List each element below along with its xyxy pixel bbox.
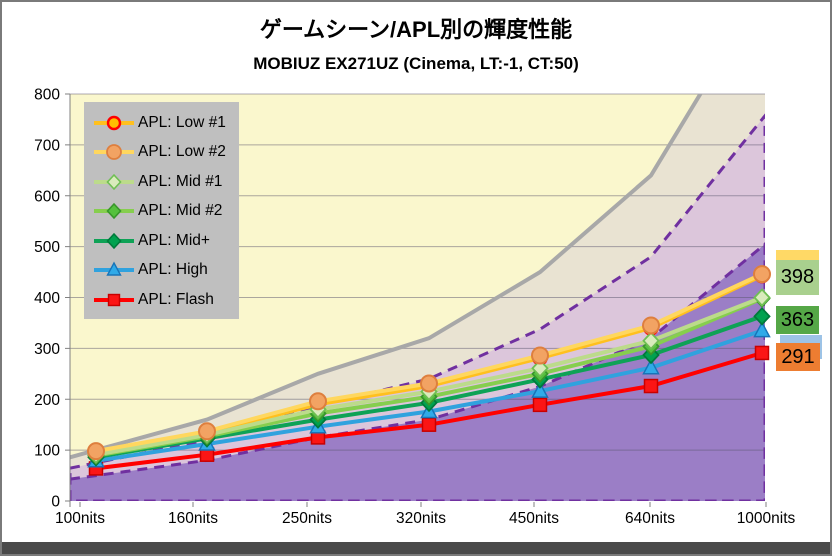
chart-subtitle: MOBIUZ EX271UZ (Cinema, LT:-1, CT:50): [253, 54, 579, 73]
y-axis-label: 600: [34, 188, 60, 205]
y-axis-label: 400: [34, 290, 60, 307]
marker-triangle: [531, 381, 549, 398]
y-axis-label: 500: [34, 239, 60, 256]
legend-item-label: APL: Low #2: [138, 143, 226, 161]
marker-circle: [420, 374, 438, 393]
legend-item-label: APL: Mid #2: [138, 202, 223, 220]
y-axis-label: 300: [34, 341, 60, 358]
y-axis-label: 100: [34, 443, 60, 460]
legend-item-label: APL: High: [138, 261, 208, 279]
chart-title: ゲームシーン/APL別の輝度性能: [259, 17, 573, 42]
band-50pct-fill: [70, 244, 765, 501]
legend-marker-icon: [94, 261, 134, 276]
x-axis-label: 320nits: [396, 510, 446, 527]
marker-circle: [309, 392, 327, 411]
legend-item-apl-mid-2: APL: Mid #2: [92, 197, 239, 227]
marker-circle: [753, 265, 771, 284]
y-axis-label: 0: [51, 494, 60, 511]
legend-marker-icon: [94, 115, 134, 130]
band-50pct-border: [70, 242, 765, 501]
marker-diamond: [753, 307, 771, 326]
legend-item-label: APL: Flash: [138, 290, 214, 308]
x-axis-label: 100nits: [55, 510, 105, 527]
y-axis-label: 200: [34, 392, 60, 409]
target-line: [70, 94, 703, 460]
legend-item-label: APL: Mid #1: [138, 172, 223, 190]
legend-item-label: APL: Mid+: [138, 231, 210, 249]
legend-marker-icon: [94, 144, 134, 161]
marker-square: [532, 397, 548, 413]
marker-square: [643, 378, 659, 394]
legend-item-apl-flash: APL: Flash: [92, 285, 239, 315]
legend-item-label: APL: Low #1: [138, 113, 226, 131]
marker-triangle: [753, 320, 771, 338]
y-axis-label: 700: [34, 137, 60, 154]
x-axis-label: 250nits: [282, 510, 332, 527]
legend-item-apl-low-2: APL: Low #2: [92, 138, 239, 168]
marker-diamond: [531, 358, 549, 378]
legend-item-apl-low-1: APL: Low #1: [92, 108, 239, 138]
marker-diamond: [642, 331, 660, 351]
x-axis-label: 160nits: [168, 510, 218, 527]
marker-diamond: [753, 288, 771, 307]
legend-item-apl-high: APL: High: [92, 256, 239, 286]
legend-item-apl-mid-: APL: Mid+: [92, 226, 239, 256]
marker-circle: [642, 316, 660, 335]
legend-marker-icon: [94, 293, 134, 306]
bottom-strip: [2, 542, 830, 554]
y-axis-label: 800: [34, 87, 60, 104]
x-axis-label: 640nits: [625, 510, 675, 527]
x-axis-label: 1000nits: [737, 510, 796, 527]
marker-circle: [87, 442, 105, 461]
legend-marker-icon: [94, 232, 134, 249]
legend-marker-icon: [94, 173, 134, 190]
legend-item-apl-mid-1: APL: Mid #1: [92, 167, 239, 197]
band-75pct-border: [70, 113, 765, 501]
marker-square: [754, 345, 770, 361]
x-axis-label: 450nits: [509, 510, 559, 527]
marker-circle: [531, 346, 549, 365]
legend-marker-icon: [94, 203, 134, 220]
legend: APL: Low #1 APL: Low #2 APL: Mid #1 APL: Mi…: [84, 102, 239, 319]
marker-triangle: [642, 358, 660, 375]
marker-circle: [198, 422, 216, 441]
marker-square: [421, 417, 437, 432]
